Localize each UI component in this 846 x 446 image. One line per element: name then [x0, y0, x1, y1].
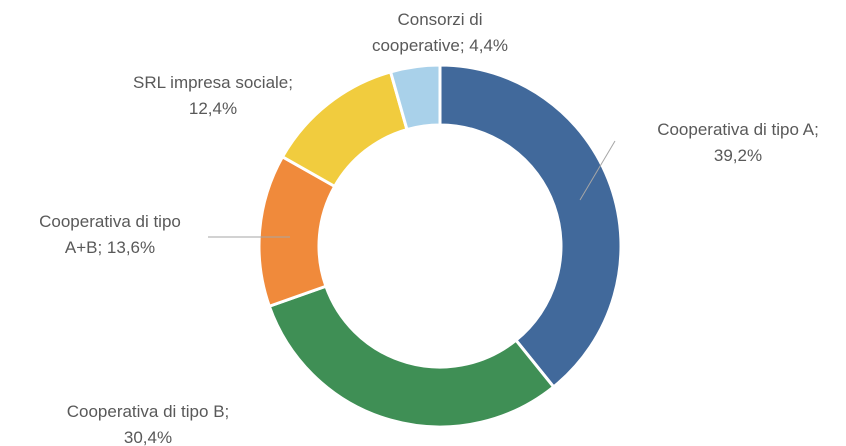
slice	[388, 63, 442, 132]
data-label: Consorzi di cooperative; 4,4%	[372, 10, 508, 55]
leader-line	[579, 140, 616, 201]
data-label-line: cooperative; 4,4%	[372, 36, 508, 55]
data-label-line: SRL impresa sociale;	[133, 73, 293, 92]
data-label-line: Consorzi di	[397, 10, 482, 29]
data-label-line: Cooperativa di tipo B;	[67, 402, 230, 421]
data-label-line: 12,4%	[189, 99, 237, 118]
data-label: Cooperativa di tipo A; 39,2%	[657, 120, 819, 165]
data-label-line: Cooperativa di tipo	[39, 212, 181, 231]
data-label-line: Cooperativa di tipo A;	[657, 120, 819, 139]
data-label: Cooperativa di tipo A+B; 13,6%	[39, 212, 181, 257]
slice	[267, 284, 556, 429]
data-label: Cooperativa di tipo B; 30,4%	[67, 402, 230, 446]
data-label: SRL impresa sociale; 12,4%	[133, 73, 293, 118]
data-label-line: 39,2%	[714, 146, 762, 165]
slice	[438, 63, 623, 390]
data-label-line: A+B; 13,6%	[65, 238, 155, 257]
data-label-line: 30,4%	[124, 428, 172, 446]
